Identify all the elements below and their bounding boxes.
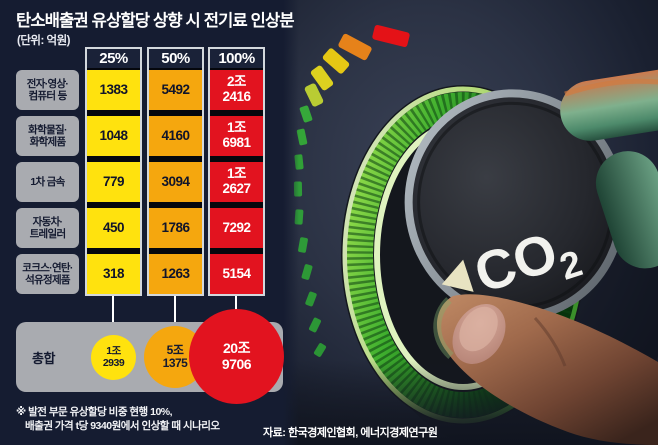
source-credit: 자료: 한국경제인협회, 에너지경제연구원 [263,427,438,439]
column-header-50: 50% [149,49,202,68]
cell-50-coke: 1263 [149,254,202,294]
cell-100-primary-metal: 1조 2627 [210,162,263,202]
column-header-100: 100% [210,49,263,68]
page-title: 탄소배출권 유상할당 상향 시 전기료 인상분 [16,12,295,30]
cell-25-electronics: 1383 [87,70,140,110]
row-label-primary-metal: 1차 금속 [16,162,79,202]
cell-100-automobile: 7292 [210,208,263,248]
row-label-coke-petroleum: 코크스·연탄· 석유정제품 [16,254,79,294]
row-label-automobile: 자동차· 트레일러 [16,208,79,248]
column-25pct: 25% 1383 1048 779 450 318 [85,47,142,296]
cell-100-coke: 5154 [210,254,263,294]
hand [433,66,658,445]
total-label: 총합 [32,350,55,366]
cell-50-automobile: 1786 [149,208,202,248]
cell-100-chemicals: 1조 6981 [210,116,263,156]
cell-25-coke: 318 [87,254,140,294]
footnote: ※ 발전 부문 유상할당 비중 현행 10%, 배출권 가격 t당 9340원에… [16,405,220,433]
cell-25-primary-metal: 779 [87,162,140,202]
cell-25-chemicals: 1048 [87,116,140,156]
total-circle-100: 20조 9706 [189,309,284,404]
footnote-line1: ※ 발전 부문 유상할당 비중 현행 10%, [16,406,173,418]
cell-100-electronics: 2조 2416 [210,70,263,110]
connector-100 [235,296,237,311]
column-100pct: 100% 2조 2416 1조 6981 1조 2627 7292 5154 [208,47,265,296]
connector-25 [112,296,114,337]
middle-finger [595,151,658,269]
cell-50-primary-metal: 3094 [149,162,202,202]
column-50pct: 50% 5492 4160 3094 1786 1263 [147,47,204,296]
row-label-electronics: 전자·영상· 컴퓨터 등 [16,70,79,110]
total-circle-25: 1조 2939 [91,335,136,380]
panel-blend [283,0,299,445]
connector-50 [174,296,176,328]
row-label-chemicals: 화학물질· 화학제품 [16,116,79,156]
unit-label: (단위: 억원) [17,35,71,47]
column-header-25: 25% [87,49,140,68]
footnote-line2: 배출권 가격 t당 9340원에서 인상할 때 시나리오 [25,420,220,433]
cell-25-automobile: 450 [87,208,140,248]
cell-50-chemicals: 4160 [149,116,202,156]
cell-50-electronics: 5492 [149,70,202,110]
knob-pointer-icon [441,259,474,292]
data-panel: 탄소배출권 유상할당 상향 시 전기료 인상분 (단위: 억원) 전자·영상· … [16,12,295,404]
co2-dial-photo: CO2 [283,0,658,445]
